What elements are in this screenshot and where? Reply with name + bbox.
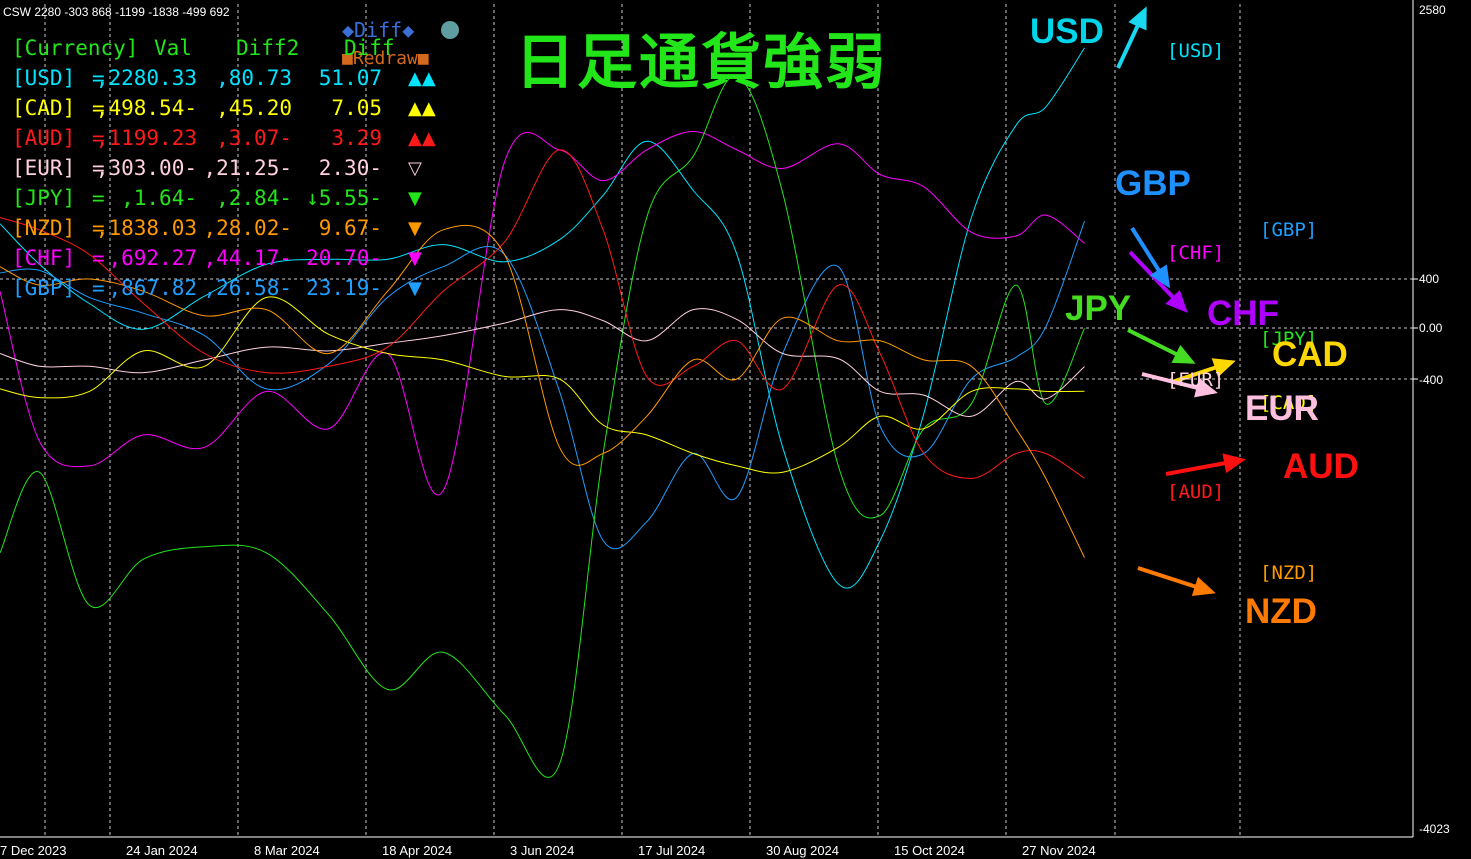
arrow-jpy-head bbox=[1171, 345, 1196, 364]
diff-button[interactable]: ◆Diff◆ bbox=[342, 18, 415, 42]
arrow-eur-head bbox=[1194, 377, 1218, 398]
equals-sign: = bbox=[92, 186, 105, 210]
x-tick: 18 Apr 2024 bbox=[382, 843, 453, 858]
equals-sign: = bbox=[92, 126, 105, 150]
currency-code: [CAD] bbox=[12, 96, 76, 120]
equals-sign: = bbox=[92, 96, 105, 120]
currency-code: [EUR] bbox=[12, 156, 76, 180]
chart-grid bbox=[0, 4, 1413, 837]
equals-sign: = bbox=[92, 156, 105, 180]
end-tag-aud: [AUD] bbox=[1167, 481, 1225, 503]
y-tick: 2580 bbox=[1419, 3, 1446, 17]
x-tick: 30 Aug 2024 bbox=[766, 843, 840, 858]
trend-arrows: ▼ bbox=[408, 188, 422, 209]
series-line-gbp bbox=[0, 221, 1085, 550]
currency-code: [USD] bbox=[12, 66, 76, 90]
series-line-chf bbox=[0, 130, 1085, 496]
redraw-button[interactable]: ■Redraw■ bbox=[342, 48, 429, 69]
equals-sign: = bbox=[92, 66, 105, 90]
x-tick: 24 Jan 2024 bbox=[126, 843, 198, 858]
series-line-usd bbox=[0, 47, 1085, 589]
x-tick: 17 Jul 2024 bbox=[638, 843, 706, 858]
x-tick: 15 Oct 2024 bbox=[894, 843, 965, 858]
currency-code: [CHF] bbox=[12, 246, 76, 270]
trend-arrows: ▼ bbox=[408, 278, 422, 299]
trend-arrows: ▲▲ bbox=[408, 128, 436, 149]
currency-code: [JPY] bbox=[12, 186, 76, 210]
header-currency: [Currency] bbox=[12, 36, 139, 60]
circle-button[interactable] bbox=[441, 21, 459, 39]
trend-arrows: ▼ bbox=[408, 248, 422, 269]
annotation-nzd: NZD bbox=[1245, 592, 1317, 631]
chart-axes bbox=[0, 0, 1418, 838]
table-header: [Currency] Val Diff2 Diff bbox=[12, 36, 395, 60]
arrow-nzd-head bbox=[1191, 576, 1216, 596]
annotation-aud: AUD bbox=[1283, 447, 1359, 486]
equals-sign: = bbox=[92, 216, 105, 240]
indicator-header: CSW 2280 -303 868 -1199 -1838 -499 692 bbox=[3, 5, 230, 19]
header-diff2: Diff2 bbox=[236, 36, 300, 60]
arrow-cad-head bbox=[1211, 358, 1236, 378]
x-tick: 7 Dec 2023 bbox=[0, 843, 67, 858]
series-line-aud bbox=[0, 149, 1085, 479]
x-tick: 27 Nov 2024 bbox=[1022, 843, 1096, 858]
y-tick: -4023 bbox=[1419, 822, 1450, 836]
arrow-usd-head bbox=[1128, 6, 1147, 31]
arrow-gbp-head bbox=[1149, 264, 1171, 289]
series-line-nzd bbox=[0, 224, 1085, 558]
y-tick: 0.00 bbox=[1419, 321, 1443, 335]
trend-arrows: ▽ bbox=[408, 158, 422, 179]
series-line-cad bbox=[0, 296, 1085, 474]
trend-arrows: ▲▲ bbox=[408, 98, 436, 119]
x-tick: 3 Jun 2024 bbox=[510, 843, 575, 858]
y-tick: -400 bbox=[1419, 373, 1444, 387]
x-tick: 8 Mar 2024 bbox=[254, 843, 320, 858]
chart-arrows bbox=[1116, 6, 1246, 596]
end-tag-cad: [CAD] bbox=[1260, 392, 1318, 414]
annotation-usd: USD bbox=[1030, 12, 1104, 51]
header-diff: Diff bbox=[344, 36, 395, 60]
annotation-gbp: GBP bbox=[1115, 164, 1191, 203]
currency-code: [NZD] bbox=[12, 216, 76, 240]
currency-code: [GBP] bbox=[12, 276, 76, 300]
chart-title: 日足通貨強弱 bbox=[515, 28, 887, 98]
equals-sign: = bbox=[92, 246, 105, 270]
annotation-eur: EUR bbox=[1245, 389, 1319, 428]
trend-arrows: ▼ bbox=[408, 218, 422, 239]
end-tag-chf: [CHF] bbox=[1167, 242, 1225, 264]
chart-series-lines bbox=[0, 47, 1085, 778]
end-tag-eur: [EUR] bbox=[1167, 369, 1225, 391]
currency-code: [AUD] bbox=[12, 126, 76, 150]
annotation-chf: CHF bbox=[1207, 294, 1279, 333]
y-tick: 400 bbox=[1419, 272, 1440, 286]
end-tag-jpy: [JPY] bbox=[1260, 328, 1318, 350]
annotation-jpy: JPY bbox=[1065, 289, 1132, 328]
end-tag-usd: [USD] bbox=[1167, 40, 1225, 62]
end-tag-nzd: [NZD] bbox=[1260, 562, 1318, 584]
series-line-jpy bbox=[0, 75, 1085, 778]
trend-arrows: ▲▲ bbox=[408, 68, 436, 89]
series-line-eur bbox=[0, 308, 1085, 417]
header-val: Val bbox=[154, 36, 192, 60]
equals-sign: = bbox=[92, 276, 105, 300]
end-tag-gbp: [GBP] bbox=[1260, 219, 1318, 241]
arrow-chf-head bbox=[1165, 290, 1188, 313]
arrow-aud-head bbox=[1222, 453, 1246, 474]
annotation-cad: CAD bbox=[1272, 335, 1348, 374]
